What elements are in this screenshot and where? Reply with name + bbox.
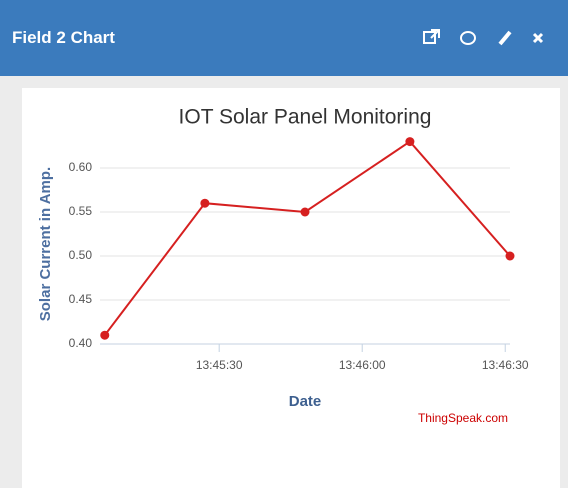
x-axis-label: Date: [289, 393, 322, 410]
y-tick-label: 0.45: [69, 292, 93, 306]
x-tick-label: 13:45:30: [196, 358, 243, 372]
edit-icon[interactable]: [498, 30, 512, 46]
y-tick-label: 0.55: [69, 204, 93, 218]
point: [505, 251, 515, 261]
chart-title: IOT Solar Panel Monitoring: [179, 106, 432, 129]
y-tick-label: 0.50: [69, 248, 93, 262]
y-tick-label: 0.40: [69, 336, 93, 350]
comment-icon[interactable]: [460, 31, 476, 45]
header-title: Field 2 Chart: [12, 28, 115, 47]
y-tick-label: 0.60: [69, 160, 93, 174]
line: [103, 140, 511, 336]
open-icon[interactable]: [423, 31, 436, 44]
header-icons: [423, 29, 544, 46]
open-arrow: [430, 29, 440, 39]
header: Field 2 Chart: [0, 0, 568, 76]
point: [300, 207, 310, 217]
point: [200, 198, 210, 208]
close-icon[interactable]: [532, 32, 544, 44]
chart-panel: [22, 88, 560, 488]
point: [100, 330, 110, 340]
x-tick-label: 13:46:30: [482, 358, 529, 372]
point: [405, 137, 415, 147]
x-tick-label: 13:46:00: [339, 358, 386, 372]
credit: ThingSpeak.com: [418, 411, 508, 425]
y-axis-label: Solar Current in Amp.: [37, 167, 54, 321]
